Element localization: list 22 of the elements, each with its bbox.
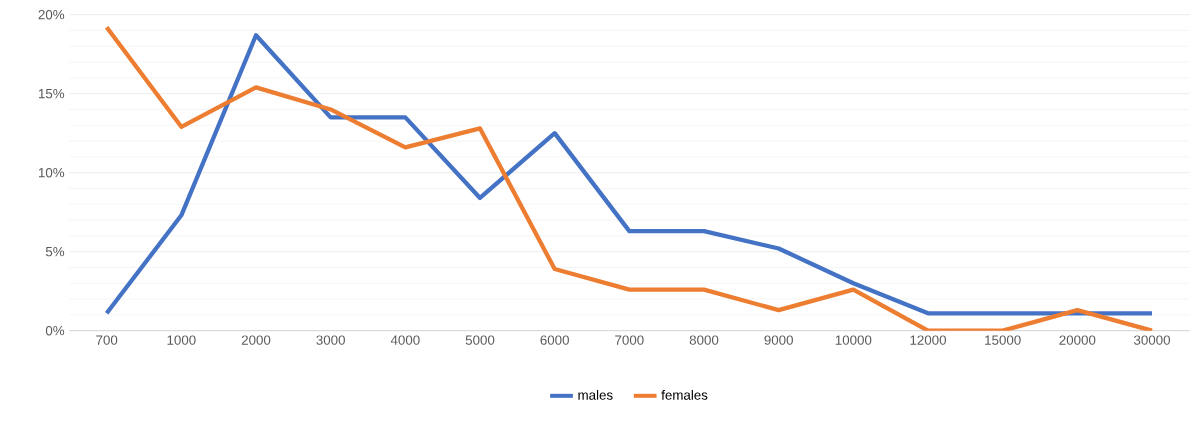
x-tick-label: 2000 (241, 335, 271, 345)
y-tick-label: 15% (38, 88, 65, 99)
x-tick-label: 7000 (615, 335, 644, 345)
x-tick-label: 5000 (465, 335, 495, 345)
x-tick-label: 1000 (167, 335, 196, 345)
legend-label: males (578, 389, 613, 400)
x-tick-label: 3000 (316, 335, 345, 345)
x-tick-label: 10000 (835, 335, 872, 345)
x-tick-label: 12000 (910, 335, 947, 345)
x-tick-label: 9000 (764, 335, 793, 345)
x-tick-label: 700 (96, 335, 118, 345)
x-tick-label: 15000 (985, 335, 1021, 345)
legend-label: females (661, 389, 708, 400)
y-tick-label: 10% (38, 167, 65, 178)
y-tick-label: 5% (45, 246, 65, 257)
x-tick-label: 20000 (1059, 335, 1096, 345)
y-tick-label: 20% (38, 9, 65, 20)
x-tick-label: 6000 (540, 335, 569, 345)
x-tick-label: 30000 (1133, 335, 1171, 345)
x-tick-label: 4000 (390, 335, 420, 345)
x-tick-label: 8000 (689, 335, 719, 345)
y-tick-label: 0% (45, 325, 65, 336)
